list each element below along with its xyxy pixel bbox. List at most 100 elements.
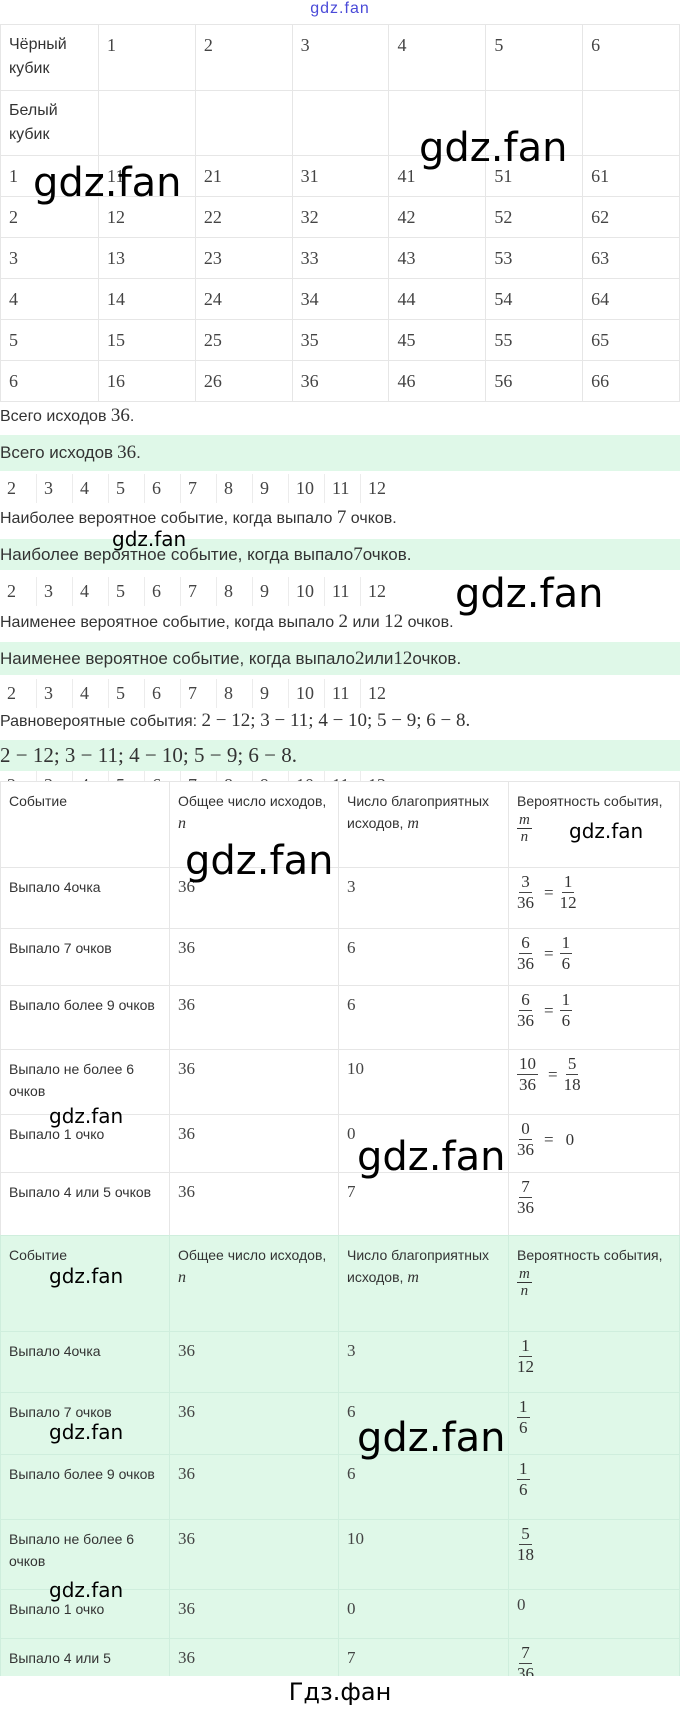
white-die-value: 6 bbox=[0, 360, 99, 402]
fraction: 5 18 bbox=[517, 1524, 534, 1565]
header-probability-label: Вероятность события, bbox=[517, 793, 663, 809]
denominator: n bbox=[520, 829, 529, 845]
outcome-cell: 46 bbox=[388, 360, 487, 402]
denominator: 36 bbox=[517, 954, 534, 973]
probability-result: 0 bbox=[565, 1129, 575, 1149]
header-total-label: Общее число исходов, bbox=[178, 1247, 327, 1263]
outcome-cell: 31 bbox=[291, 155, 390, 197]
black-die-value: 1 bbox=[98, 24, 196, 91]
header-favorable-label: Число благоприятных исходов, bbox=[347, 1247, 490, 1285]
event-cell: Выпало не более 6 очков bbox=[0, 1049, 170, 1115]
probability-cell: 7 36 bbox=[508, 1172, 680, 1236]
equals-sign: = bbox=[544, 1129, 554, 1149]
dice-header-row: Чёрный кубик 1 2 3 4 5 6 bbox=[0, 24, 680, 91]
outcome-cell: 11 bbox=[98, 155, 196, 197]
outcome-cell: 25 bbox=[194, 319, 293, 361]
black-die-value: 2 bbox=[194, 24, 293, 91]
dice-table-row: 2 12 22 32 42 52 62 bbox=[0, 196, 680, 238]
probability-cell: 10 36 = 5 18 bbox=[508, 1049, 680, 1115]
sum-cell: 2 bbox=[7, 581, 16, 601]
favorable-cell: 10 bbox=[338, 1519, 509, 1590]
numerator: 1 bbox=[517, 1397, 530, 1418]
numerator: 1 bbox=[559, 990, 573, 1011]
sum-cell: 12 bbox=[360, 771, 396, 781]
header-total-label: Общее число исходов, bbox=[178, 793, 327, 809]
numerator: 3 bbox=[519, 872, 532, 893]
favorable-cell: 6 bbox=[338, 928, 509, 986]
total-cell: 36 bbox=[169, 1638, 339, 1676]
event-cell: Выпало 4 или 5 bbox=[0, 1638, 170, 1676]
total-cell: 36 bbox=[169, 1172, 339, 1236]
sum-cell: 10 bbox=[288, 771, 324, 781]
sum-cell: 7 bbox=[180, 474, 216, 503]
white-die-value: 2 bbox=[0, 196, 99, 238]
favorable-cell: 7 bbox=[338, 1172, 509, 1236]
sum-cell: 9 bbox=[252, 474, 288, 503]
sum-cell: 5 bbox=[108, 771, 144, 781]
total-cell: 36 bbox=[169, 1331, 339, 1393]
black-die-label: Чёрный кубик bbox=[0, 24, 99, 91]
sum-cell: 12 bbox=[360, 679, 396, 708]
probability-cell: 5 18 bbox=[508, 1519, 680, 1590]
outcome-cell: 22 bbox=[194, 196, 293, 238]
probability-cell: 0 36 = 0 bbox=[508, 1114, 680, 1173]
outcome-cell: 24 bbox=[194, 278, 293, 320]
favorable-cell: 3 bbox=[338, 1331, 509, 1393]
numerator: m bbox=[517, 1266, 532, 1283]
full-probability-table: Событие Общее число исходов, n Число благо… bbox=[0, 781, 680, 1236]
dice-table-row: 5 15 25 35 45 55 65 bbox=[0, 319, 680, 361]
sum-cell: 9 bbox=[252, 679, 288, 708]
watermark: gdz.fan bbox=[455, 571, 604, 617]
header-event: Событие bbox=[0, 781, 170, 868]
sum-cell: 3 bbox=[36, 771, 72, 781]
header-probability-label: Вероятность события, bbox=[517, 1247, 663, 1263]
sum-cell: 6 bbox=[144, 679, 180, 708]
total-cell: 36 bbox=[169, 867, 339, 929]
total-cell: 36 bbox=[169, 1519, 339, 1590]
outcome-cell: 23 bbox=[194, 237, 293, 279]
most-likely-text: Наиболее вероятное событие, когда выпало… bbox=[0, 507, 397, 528]
denominator: 18 bbox=[563, 1075, 581, 1094]
outcome-cell: 54 bbox=[485, 278, 584, 320]
denominator: 18 bbox=[517, 1545, 534, 1564]
white-die-value: 4 bbox=[0, 278, 99, 320]
sum-cell: 11 bbox=[324, 771, 360, 781]
denominator: 36 bbox=[519, 1075, 536, 1094]
dice-table-row: 6 16 26 36 46 56 66 bbox=[0, 360, 680, 402]
sum-cell: 9 bbox=[252, 771, 288, 781]
sum-cell: 11 bbox=[324, 679, 360, 708]
event-cell: Выпало 1 очко bbox=[0, 1114, 170, 1173]
empty-cell bbox=[194, 90, 293, 156]
event-cell: Выпало 7 очков bbox=[0, 1392, 170, 1455]
sum-cell: 10 bbox=[288, 679, 324, 708]
outcome-cell: 16 bbox=[98, 360, 196, 402]
empty-cell bbox=[98, 90, 196, 156]
numerator: 6 bbox=[519, 990, 532, 1011]
most-likely-answer: Наиболее вероятное событие, когда выпало… bbox=[0, 539, 680, 570]
sum-cell: 4 bbox=[72, 679, 108, 708]
denominator: 6 bbox=[519, 1418, 528, 1437]
denominator: 12 bbox=[517, 1357, 534, 1376]
event-cell: Выпало 4очка bbox=[0, 867, 170, 929]
sum-cell: 9 bbox=[252, 577, 288, 606]
empty-cell bbox=[291, 90, 390, 156]
sum-cell: 12 bbox=[360, 474, 396, 503]
white-die-value: 1 bbox=[0, 155, 99, 197]
empty-cell bbox=[485, 90, 584, 156]
sum-cell: 8 bbox=[216, 771, 252, 781]
header-favorable: Число благоприятных исходов, m bbox=[338, 781, 509, 868]
outcome-cell: 33 bbox=[291, 237, 390, 279]
favorable-cell: 3 bbox=[338, 867, 509, 929]
least-likely-text: Наименее вероятное событие, когда выпало… bbox=[0, 611, 454, 632]
numerator: 6 bbox=[519, 933, 532, 954]
fraction: 6 36 bbox=[517, 933, 534, 974]
outcome-cell: 35 bbox=[291, 319, 390, 361]
event-cell: Выпало 4 или 5 очков bbox=[0, 1172, 170, 1236]
outcome-cell: 62 bbox=[582, 196, 680, 238]
sum-cell: 5 bbox=[108, 474, 144, 503]
total-cell: 36 bbox=[169, 1392, 339, 1455]
